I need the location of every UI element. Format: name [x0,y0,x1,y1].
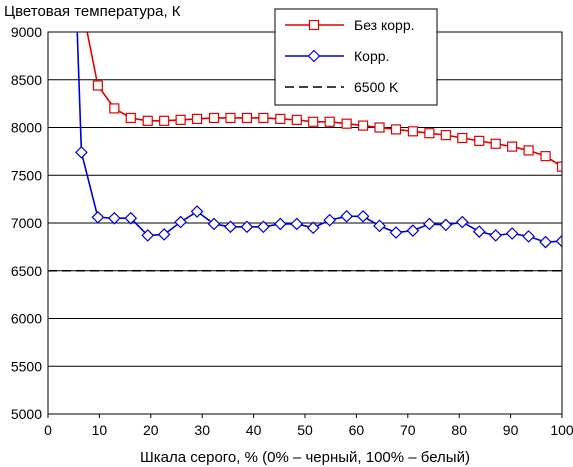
data-point [225,112,236,124]
data-point [357,120,369,131]
data-point [207,217,221,231]
data-point [507,141,518,152]
data-point [107,211,121,225]
x-tick-label: 20 [143,422,159,438]
y-tick-labels: 5000 5500 6000 6500 7000 7500 8000 8500 9000 [11,24,42,422]
y-axis-title: Цветовая температура, К [4,3,181,20]
data-point [406,224,420,237]
y-tick-label: 7500 [11,167,42,183]
x-tick-label: 70 [400,422,416,438]
data-point [424,128,435,139]
data-point [308,116,319,127]
legend-item: Корр. [285,48,389,64]
data-point [341,118,352,129]
data-point [522,230,535,243]
data-point [539,235,552,249]
data-point [273,217,287,231]
data-point [373,219,386,233]
y-tick-label: 8500 [11,72,42,88]
data-point [159,115,170,126]
data-point [490,138,501,149]
data-point [125,112,136,124]
legend-item: 6500 K [285,79,399,95]
x-tick-label: 60 [349,422,365,438]
data-point [258,112,269,124]
data-point [191,113,203,125]
y-tick-label: 7000 [11,215,42,231]
x-tick-label: 100 [550,422,573,438]
data-point [324,116,335,127]
x-tick-labels: 0 10 20 30 40 50 60 70 80 90 100 [44,414,573,438]
legend-marker [308,19,320,31]
data-point [439,218,453,232]
data-point [174,215,187,229]
data-point [190,205,204,218]
x-axis-title: Шкала серого, % (0% – черный, 100% – бел… [140,449,470,466]
data-point [440,130,451,141]
data-point [92,80,103,91]
data-point [124,211,138,225]
data-point [224,220,237,234]
legend-marker [307,49,321,63]
data-point [290,217,304,231]
legend-label: 6500 K [354,79,399,95]
x-tick-label: 90 [503,422,519,438]
x-tick-label: 50 [297,422,313,438]
legend-label: Без корр. [354,17,415,33]
data-point [555,234,562,248]
data-point [109,103,120,114]
series-2 [75,32,562,249]
data-point [306,221,320,235]
legend-item: Без корр. [285,17,415,33]
data-point [91,210,105,224]
data-point [175,114,186,125]
data-point [241,112,253,124]
data-point [141,229,155,242]
data-point [340,209,353,223]
series-1 [86,32,562,172]
y-tick-label: 9000 [11,24,42,40]
data-point [423,217,436,231]
data-point [257,220,270,234]
data-point [240,220,254,234]
data-point [75,145,88,159]
data-point [291,114,302,125]
data-point [142,115,153,126]
data-point [407,126,419,137]
data-point [472,225,486,238]
data-point [157,228,171,241]
data-point [275,113,286,125]
data-point [323,213,337,227]
y-tick-label: 8000 [11,120,42,136]
x-tick-label: 40 [246,422,262,438]
x-tick-label: 80 [451,422,467,438]
data-point [356,209,370,223]
y-tick-label: 6000 [11,311,42,327]
y-tick-label: 5500 [11,358,42,374]
data-point [374,122,385,133]
x-tick-label: 30 [194,422,210,438]
data-point [457,132,468,144]
data-point [455,215,469,229]
y-tick-label: 5000 [11,406,42,422]
x-tick-label: 10 [92,422,108,438]
series-layer [48,32,562,272]
x-tick-label: 0 [44,422,52,438]
data-point [489,229,503,242]
legend-label: Корр. [354,48,389,64]
legend: Без корр. Корр. 6500 K [274,8,438,106]
data-point [556,161,562,172]
data-point [540,151,551,162]
data-point [208,112,220,124]
data-point [389,226,403,239]
data-point [523,145,534,156]
y-tick-label: 6500 [11,263,42,279]
data-point [390,124,402,135]
data-point [505,227,519,240]
data-point [474,135,485,146]
